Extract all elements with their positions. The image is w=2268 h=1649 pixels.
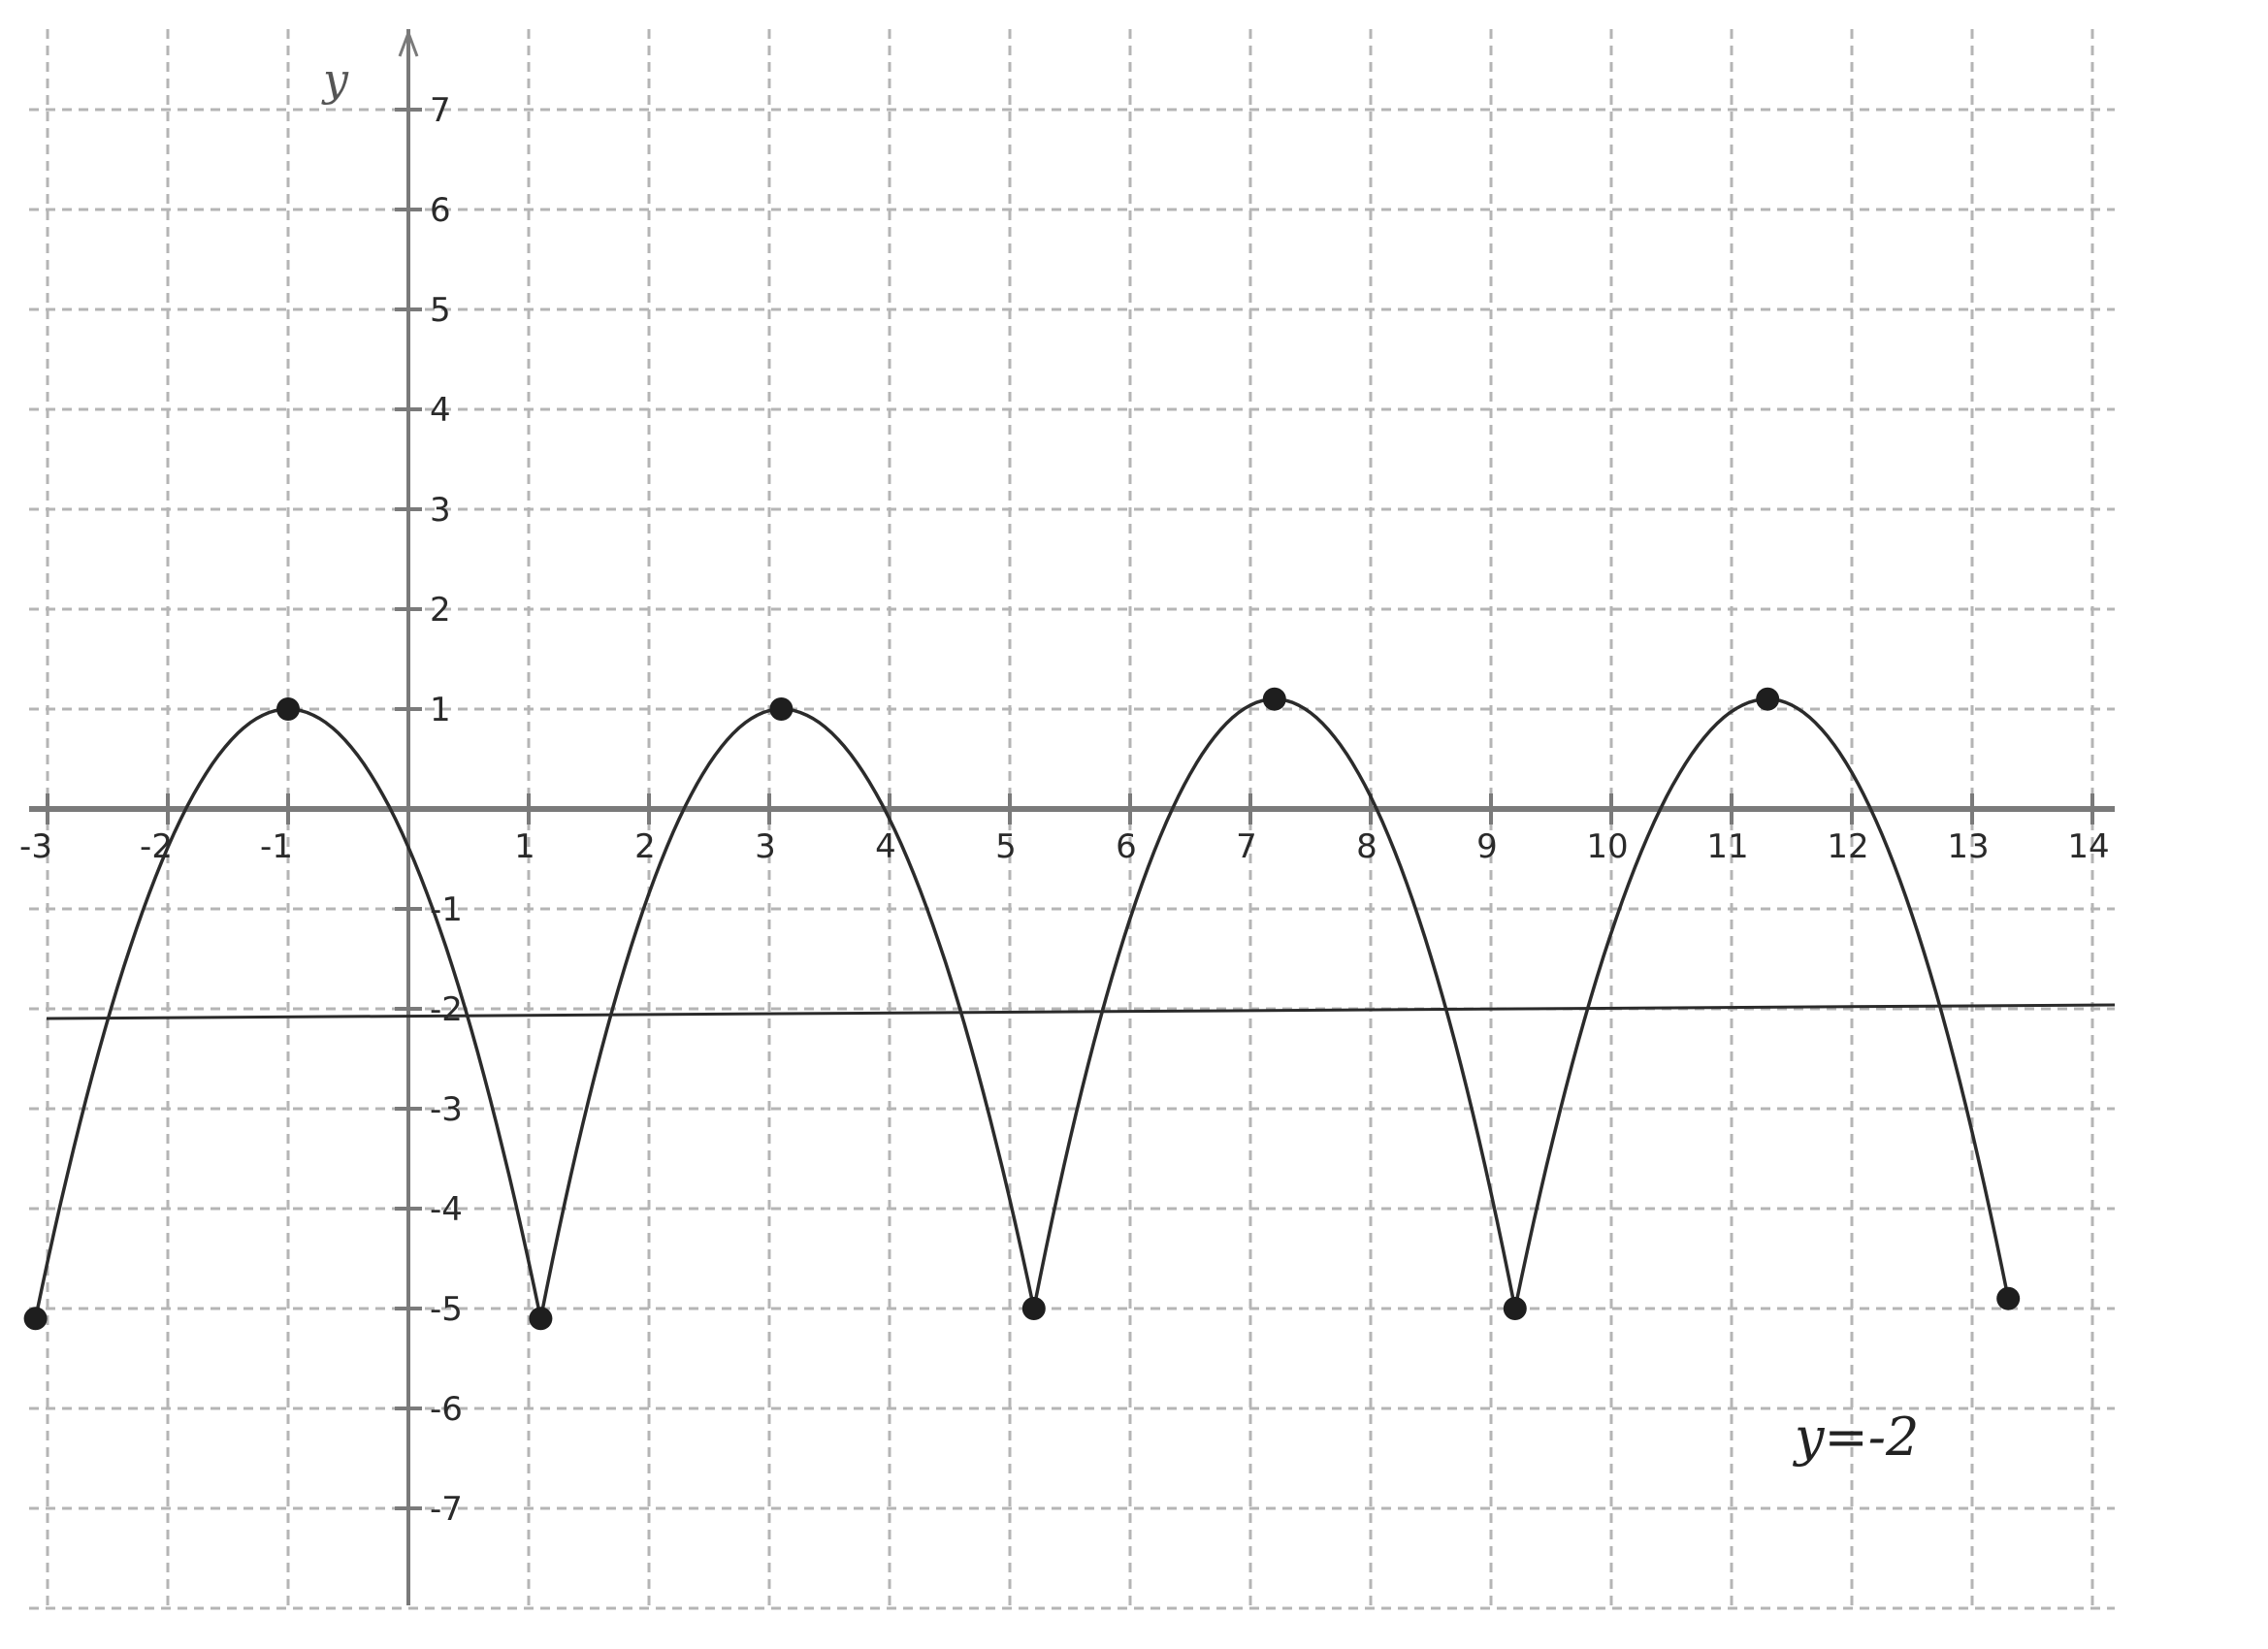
- axes: [29, 28, 2115, 1605]
- asymptote-label: y=-2: [1793, 1406, 1919, 1468]
- x-tick-label: 1: [514, 827, 535, 866]
- y-tick-label: -7: [430, 1490, 463, 1529]
- x-tick-label: 8: [1356, 827, 1377, 866]
- x-tick-label: 11: [1706, 827, 1748, 866]
- y-tick-label: -6: [430, 1390, 463, 1429]
- grid: [29, 29, 2115, 1610]
- data-point: [1262, 687, 1286, 711]
- data-point: [23, 1307, 48, 1331]
- x-tick-labels: -3 -2 -1 1 2 3 4 5 6 7 8 9 10 11 12 13 14: [19, 827, 2110, 866]
- y-tick-label: 5: [430, 291, 451, 330]
- x-tick-label: -1: [260, 827, 293, 866]
- x-tick-label: 4: [875, 827, 896, 866]
- data-point: [1756, 687, 1780, 711]
- y-tick-label: 1: [430, 691, 451, 729]
- x-tick-label: 2: [634, 827, 656, 866]
- x-tick-label: 10: [1586, 827, 1628, 866]
- y-tick-label: 2: [430, 591, 451, 630]
- x-tick-label: -3: [19, 827, 52, 866]
- y-tick-label: -1: [430, 890, 463, 929]
- y-axis-label: y: [321, 53, 349, 106]
- x-tick-label: 7: [1236, 827, 1257, 866]
- x-tick-label: 6: [1116, 827, 1137, 866]
- y-tick-label: 3: [430, 491, 451, 530]
- data-point: [529, 1307, 553, 1331]
- x-tick-label: 12: [1827, 827, 1868, 866]
- y-tick-label: -5: [430, 1290, 463, 1329]
- data-point: [1503, 1297, 1527, 1320]
- y-tick-label: -2: [430, 990, 463, 1029]
- asymptote-line: [46, 1003, 2116, 1020]
- y-axis-arrow: [398, 28, 419, 57]
- y-tick-label: 4: [430, 391, 451, 430]
- y-tick-labels: 7 6 5 4 3 2 1 -1 -2 -3 -4 -5 -6 -7: [430, 91, 463, 1529]
- y-tick-label: -3: [430, 1090, 463, 1129]
- asymptote-group: [46, 1003, 2116, 1020]
- x-tick-label: 5: [995, 827, 1017, 866]
- data-point: [276, 697, 300, 721]
- y-tick-label: 7: [430, 91, 451, 130]
- x-tick-label: 3: [755, 827, 776, 866]
- data-point: [1021, 1297, 1046, 1320]
- y-tick-label: -4: [430, 1190, 463, 1229]
- y-tick-label: 6: [430, 191, 451, 230]
- points-group: [23, 687, 2021, 1331]
- x-tick-label: 14: [2067, 827, 2109, 866]
- x-tick-label: 9: [1476, 827, 1498, 866]
- x-tick-label: 13: [1947, 827, 1989, 866]
- x-tick-label: -2: [140, 827, 173, 866]
- data-point: [1996, 1286, 2021, 1310]
- data-point: [769, 697, 794, 721]
